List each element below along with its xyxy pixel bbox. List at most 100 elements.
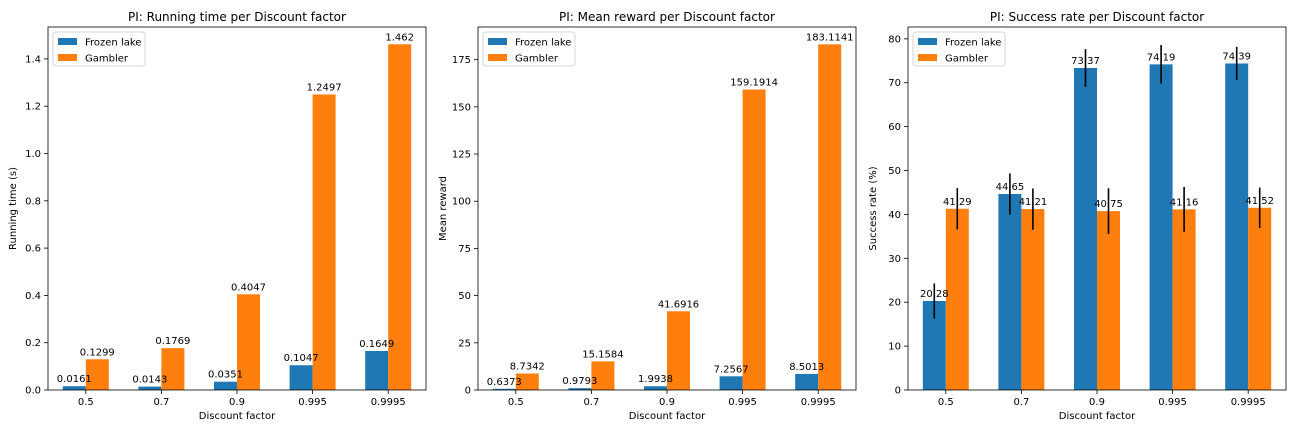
y-tick-label: 1.0 [25, 149, 41, 160]
bar-frozen-lake [795, 373, 819, 390]
x-tick-label: 0.995 [728, 397, 757, 408]
legend-swatch [918, 54, 937, 61]
bar-frozen-lake [365, 351, 389, 390]
y-tick-label: 1.2 [25, 102, 41, 113]
bar-gambler [591, 361, 615, 390]
chart-3: PI: Success rate per Discount factor 0 10 2… [868, 10, 1287, 422]
y-tick-label: 20 [888, 298, 901, 309]
chart-2: PI: Mean reward per Discount factor 0 25 50… [438, 10, 857, 422]
y-tick-label: 0 [465, 386, 471, 397]
y-tick-label: 70 [888, 78, 901, 89]
bar-gambler [515, 373, 539, 390]
y-tick-label: 0.4 [25, 291, 41, 302]
data-label: 73.37 [1071, 56, 1100, 67]
y-tick-label: 60 [888, 122, 901, 133]
bar-frozen-lake [1225, 63, 1249, 390]
bar-frozen-lake [492, 388, 516, 390]
bar-gambler [1172, 209, 1196, 390]
data-label: 0.9793 [562, 376, 597, 387]
legend-label: Gambler [515, 54, 559, 65]
x-tick-label: 0.9 [659, 397, 675, 408]
legend-swatch [58, 54, 77, 61]
bar-frozen-lake [719, 376, 743, 390]
bar-gambler [667, 311, 690, 390]
x-tick-label: 0.995 [1158, 397, 1187, 408]
bar-frozen-lake [922, 300, 946, 390]
data-label: 0.1649 [359, 339, 394, 350]
data-label: 0.4047 [231, 282, 266, 293]
y-tick-label: 50 [888, 166, 901, 177]
data-label: 1.462 [385, 32, 414, 43]
bar-gambler [1097, 211, 1120, 390]
legend-label: Frozen lake [85, 38, 141, 49]
bar-frozen-lake [138, 386, 162, 390]
bar-gambler [1248, 207, 1272, 390]
y-tick-label: 10 [888, 342, 901, 353]
data-label: 8.5013 [789, 362, 824, 373]
x-tick-label: 0.7 [1013, 397, 1029, 408]
y-tick-label: 25 [458, 338, 471, 349]
bar-gambler [945, 208, 969, 390]
x-tick-label: 0.9995 [1231, 397, 1266, 408]
y-tick-label: 40 [888, 210, 901, 221]
data-label: 8.7342 [510, 362, 545, 373]
y-tick-label: 1.4 [25, 54, 41, 65]
data-label: 0.6373 [487, 377, 522, 388]
y-axis-label: Success rate (%) [868, 166, 879, 250]
x-tick-label: 0.995 [298, 397, 327, 408]
bar-gambler [1021, 209, 1045, 390]
x-axis-label: Discount factor [199, 411, 276, 422]
data-label: 7.2567 [714, 364, 749, 375]
bar-gambler [237, 294, 260, 390]
x-tick-label: 0.9 [1089, 397, 1105, 408]
bar-gambler [818, 44, 842, 391]
bar-frozen-lake [568, 388, 592, 390]
y-tick-label: 0.6 [25, 244, 41, 255]
y-tick-label: 0.0 [25, 386, 41, 397]
x-tick-label: 0.9 [229, 397, 245, 408]
bar-gambler [85, 359, 109, 390]
data-label: 44.65 [996, 182, 1025, 193]
data-label: 40.75 [1094, 199, 1123, 210]
data-label: 0.1299 [80, 347, 115, 358]
y-axis-label: Mean reward [438, 176, 449, 241]
x-axis-label: Discount factor [629, 411, 706, 422]
x-axis-label: Discount factor [1059, 411, 1136, 422]
legend-swatch [488, 38, 507, 45]
legend-swatch [918, 38, 937, 45]
x-tick-label: 0.9995 [371, 397, 406, 408]
bar-frozen-lake [1074, 67, 1097, 390]
bar-gambler [742, 89, 766, 390]
y-tick-label: 175 [452, 55, 471, 66]
data-label: 1.9938 [638, 374, 673, 385]
data-label: 74.39 [1222, 51, 1251, 62]
y-tick-label: 75 [458, 244, 471, 255]
x-tick-label: 0.7 [153, 397, 169, 408]
x-tick-label: 0.7 [583, 397, 599, 408]
chart-title: PI: Success rate per Discount factor [990, 10, 1204, 24]
chart-title: PI: Mean reward per Discount factor [559, 10, 775, 24]
data-label: 20.28 [920, 289, 949, 300]
chart-title: PI: Running time per Discount factor [128, 10, 346, 24]
y-tick-label: 100 [452, 197, 471, 208]
legend-label: Gambler [85, 54, 129, 65]
x-tick-label: 0.5 [938, 397, 954, 408]
legend-label: Frozen lake [945, 38, 1001, 49]
y-tick-label: 80 [888, 34, 901, 45]
data-label: 41.21 [1019, 197, 1048, 208]
data-label: 41.6916 [658, 299, 699, 310]
bar-gambler [312, 94, 336, 391]
y-tick-label: 0.2 [25, 338, 41, 349]
data-label: 15.1584 [582, 349, 623, 360]
bar-frozen-lake [998, 194, 1022, 390]
data-label: 0.0161 [57, 374, 92, 385]
legend-label: Frozen lake [515, 38, 571, 49]
data-label: 41.29 [943, 197, 972, 208]
x-tick-label: 0.9995 [801, 397, 836, 408]
data-label: 0.1769 [155, 336, 190, 347]
data-label: 0.0351 [208, 370, 243, 381]
bar-frozen-lake [214, 381, 237, 390]
bar-frozen-lake [62, 386, 86, 390]
